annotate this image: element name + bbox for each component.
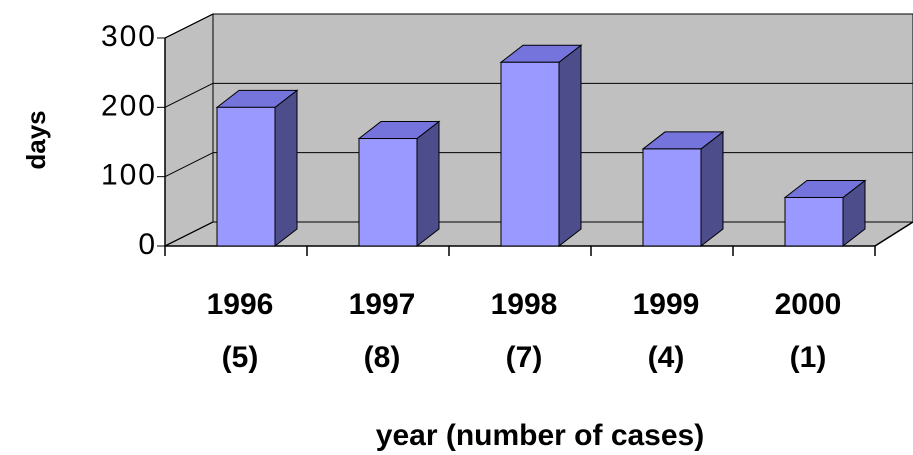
- x-axis-label: year (number of cases): [376, 419, 704, 452]
- y-tick-label: 100: [101, 159, 157, 192]
- y-axis-label: days: [21, 110, 51, 169]
- grid-line: [164, 13, 214, 39]
- grid-line: [164, 152, 214, 178]
- y-tick-label: 200: [101, 89, 157, 122]
- bar: [783, 179, 867, 248]
- bar: [357, 120, 441, 248]
- grid-line: [164, 82, 214, 108]
- x-tick-label: 2000 (1): [774, 288, 842, 374]
- bar-side: [416, 120, 440, 248]
- side-wall: [164, 13, 214, 247]
- x-tick-label: 1999 (4): [632, 288, 700, 374]
- x-tick-label: 1997 (8): [348, 288, 416, 374]
- bar-front: [500, 61, 560, 247]
- bar: [499, 44, 583, 248]
- bar-front: [642, 148, 702, 247]
- bar: [215, 89, 299, 248]
- grid-line: [164, 221, 214, 247]
- y-tick-label: 0: [138, 228, 157, 261]
- bar: [641, 130, 725, 248]
- y-tick-label: 300: [101, 20, 157, 53]
- bar-front: [358, 138, 418, 247]
- x-tick-label: 1996 (5): [206, 288, 274, 374]
- bar-side: [700, 130, 724, 248]
- x-tick-label: 1998 (7): [490, 288, 558, 374]
- bar-front: [216, 106, 276, 247]
- bar-side: [274, 89, 298, 248]
- bar-side: [558, 44, 582, 248]
- bar-front: [784, 196, 844, 247]
- floor-edge: [874, 221, 913, 247]
